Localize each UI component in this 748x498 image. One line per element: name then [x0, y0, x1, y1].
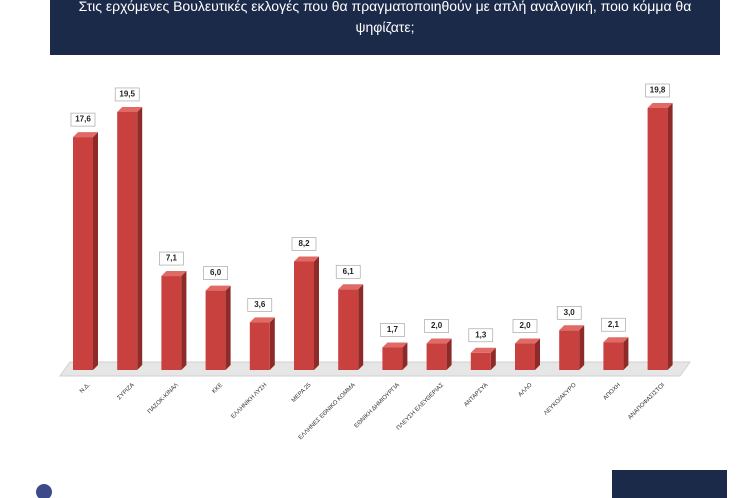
value-label: 19,8 — [650, 86, 666, 95]
bar — [294, 261, 314, 370]
x-tick-label: ΕΛΛΗΝΙΚΗ ΛΥΣΗ — [230, 382, 268, 420]
bar-side — [402, 342, 408, 370]
value-label: 1,3 — [475, 330, 487, 339]
bar — [515, 343, 535, 370]
title-box — [50, 0, 720, 55]
x-tick-label: ΛΕΥΚΟ/ΑΚΥΡΟ — [543, 382, 578, 417]
bar — [117, 111, 138, 370]
value-label: 1,7 — [387, 325, 399, 334]
bar-side — [93, 132, 98, 370]
bar-side — [446, 338, 452, 370]
bar-side — [314, 256, 319, 370]
value-label-box — [380, 323, 405, 337]
value-label-box — [512, 319, 538, 333]
bar-top — [559, 325, 585, 331]
value-label-box — [203, 266, 228, 280]
x-tick-label: ΑΛΛΟ — [518, 382, 534, 398]
bar-side — [535, 338, 540, 370]
bar-side — [490, 347, 496, 370]
value-label: 6,1 — [343, 267, 355, 276]
bar-top — [249, 317, 275, 323]
value-label: 19,5 — [119, 90, 135, 99]
value-label: 2,0 — [519, 321, 531, 330]
x-tick-label: ΑΠΟΧΗ — [603, 382, 622, 401]
x-tick-label: Ν.Δ. — [79, 382, 92, 395]
bar-side — [225, 285, 231, 370]
bar — [647, 108, 668, 370]
bar-top — [161, 271, 187, 277]
value-label: 6,0 — [210, 268, 222, 277]
bar-top — [382, 342, 408, 348]
bar-top — [647, 103, 673, 108]
x-tick-label: ΕΘΝΙΚΗ ΔΗΜΙΟΥΡΓΙΑ — [354, 382, 401, 429]
logo-circle — [36, 484, 52, 498]
x-tick-label: ΚΚΕ — [211, 382, 224, 395]
bar-side — [667, 103, 673, 370]
value-label: 2,1 — [608, 320, 620, 329]
bar-side — [579, 325, 585, 370]
bar-side — [358, 284, 364, 370]
bar-top — [294, 256, 319, 262]
bar — [338, 289, 359, 370]
value-label: 7,1 — [166, 254, 178, 263]
value-label-box — [159, 251, 184, 266]
value-label-box — [424, 319, 449, 333]
bar-side — [181, 271, 187, 370]
value-label-box — [335, 264, 361, 279]
x-tick-label: ΑΝΤΑΡΣΥΑ — [463, 382, 489, 408]
bar — [205, 290, 226, 370]
bar — [161, 276, 182, 370]
value-label-box — [468, 328, 494, 343]
bar — [382, 347, 403, 370]
value-label: 17,6 — [75, 115, 91, 124]
value-label-box — [247, 298, 273, 312]
bar-top — [338, 284, 364, 290]
bar — [559, 330, 580, 370]
value-label: 3,0 — [564, 308, 576, 317]
bar-top — [205, 285, 231, 291]
bar — [73, 137, 93, 370]
value-label-box — [291, 237, 317, 251]
value-label: 3,6 — [254, 300, 266, 309]
bar — [603, 342, 624, 370]
value-label-box — [114, 87, 140, 102]
bar — [249, 322, 270, 370]
chart-floor — [59, 361, 691, 377]
x-tick-label: ΣΥΡΙΖΑ — [117, 382, 136, 401]
bar-top — [117, 106, 143, 112]
chart-title: Στις ερχόμενες Βουλευτικές εκλογές που θ… — [78, 0, 692, 35]
logo-box — [612, 470, 727, 498]
x-tick-label: ΜΕΡΑ 25 — [291, 382, 313, 404]
value-label-box — [601, 317, 626, 332]
value-label: 2,0 — [431, 321, 443, 330]
bar-top — [470, 347, 496, 353]
bar-side — [269, 317, 275, 370]
x-tick-label: ΠΑΣΟΚ-ΚΙΝΑΛ — [147, 382, 180, 415]
value-label: 8,2 — [298, 239, 310, 248]
bar-top — [515, 338, 540, 344]
x-tick-label: ΠΛΕΥΣΗ ΕΛΕΥΘΕΡΙΑΣ — [396, 382, 446, 432]
bar-top — [426, 338, 452, 344]
value-label-box — [645, 83, 670, 98]
bar-top — [603, 337, 629, 343]
value-label-box — [70, 112, 96, 127]
bar-side — [137, 106, 143, 370]
bar-top — [73, 132, 98, 138]
bar-side — [623, 337, 629, 370]
x-tick-label: ΑΝΑΠΟΦΑΣΙΣΤΟΙ — [627, 382, 666, 421]
value-label-box — [556, 306, 582, 320]
bar — [426, 343, 447, 370]
bar — [470, 352, 491, 370]
